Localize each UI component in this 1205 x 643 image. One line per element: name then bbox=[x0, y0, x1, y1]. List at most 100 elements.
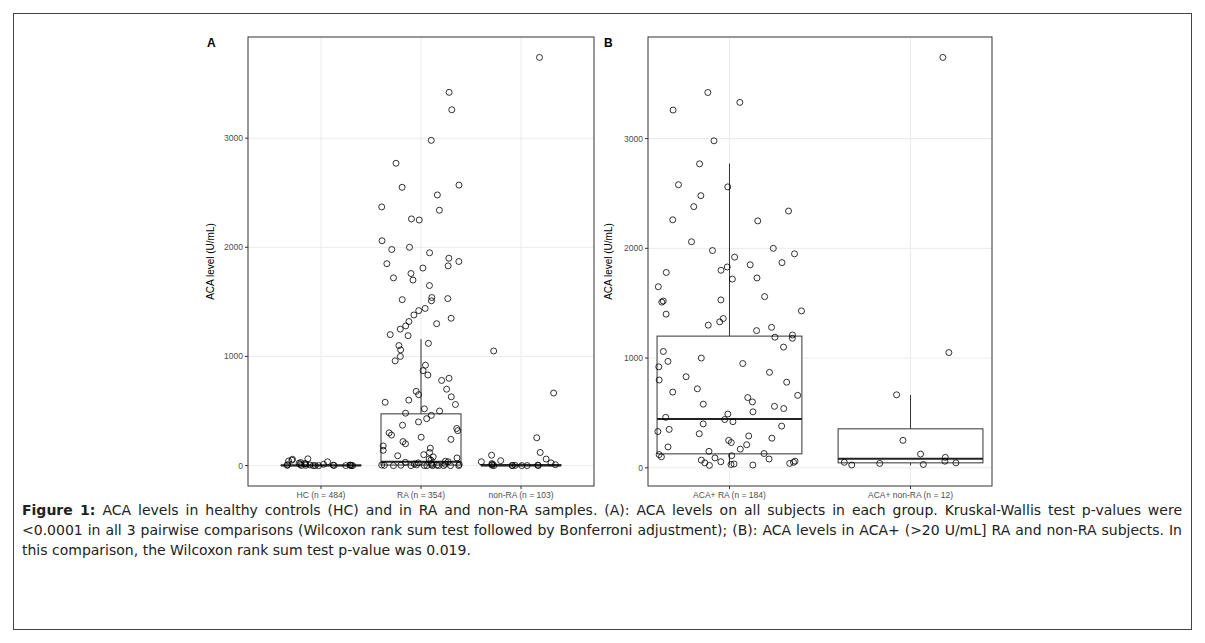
point bbox=[410, 277, 416, 283]
grid-line bbox=[648, 467, 992, 468]
point bbox=[403, 410, 409, 416]
panel-title: A bbox=[207, 36, 216, 50]
point bbox=[728, 440, 734, 446]
point bbox=[946, 350, 952, 356]
point bbox=[425, 340, 431, 346]
median bbox=[838, 458, 983, 460]
median bbox=[657, 418, 802, 420]
point bbox=[656, 364, 662, 370]
point bbox=[552, 462, 558, 468]
point bbox=[434, 192, 440, 198]
point bbox=[330, 462, 336, 468]
point bbox=[436, 207, 442, 213]
point bbox=[381, 462, 387, 468]
point bbox=[754, 328, 760, 334]
point bbox=[421, 452, 427, 458]
point bbox=[535, 462, 541, 468]
point bbox=[728, 461, 734, 467]
point bbox=[402, 441, 408, 447]
point bbox=[445, 296, 451, 302]
point bbox=[406, 319, 412, 325]
point bbox=[779, 423, 785, 429]
point bbox=[389, 432, 395, 438]
point bbox=[700, 401, 706, 407]
point bbox=[665, 358, 671, 364]
point bbox=[747, 262, 753, 268]
point bbox=[656, 377, 662, 383]
axis-title: ACA level (U/mL) bbox=[603, 223, 614, 300]
point bbox=[430, 463, 436, 469]
point bbox=[709, 248, 715, 254]
point bbox=[454, 455, 460, 461]
point bbox=[729, 276, 735, 282]
tick-label: 3000 bbox=[224, 133, 243, 143]
point bbox=[489, 452, 495, 458]
plot-background bbox=[648, 37, 992, 486]
whisker bbox=[910, 395, 911, 429]
point bbox=[537, 449, 543, 455]
point bbox=[658, 454, 664, 460]
point bbox=[694, 386, 700, 392]
grid-line bbox=[521, 37, 522, 486]
point bbox=[789, 335, 795, 341]
point bbox=[446, 375, 452, 381]
point bbox=[448, 315, 454, 321]
point bbox=[737, 446, 743, 452]
point bbox=[446, 89, 452, 95]
point bbox=[670, 107, 676, 113]
point bbox=[398, 462, 404, 468]
tick-label: 2000 bbox=[624, 243, 643, 253]
point bbox=[387, 332, 393, 338]
point bbox=[444, 386, 450, 392]
point bbox=[730, 419, 736, 425]
point bbox=[456, 463, 462, 469]
tick-label: 2000 bbox=[224, 242, 243, 252]
point bbox=[724, 264, 730, 270]
point bbox=[732, 254, 738, 260]
point bbox=[441, 463, 447, 469]
point bbox=[663, 414, 669, 420]
point bbox=[771, 403, 777, 409]
point bbox=[781, 406, 787, 412]
point bbox=[697, 161, 703, 167]
point bbox=[698, 355, 704, 361]
point bbox=[426, 283, 432, 289]
point bbox=[427, 250, 433, 256]
point bbox=[918, 451, 924, 457]
point bbox=[289, 457, 295, 463]
point bbox=[705, 322, 711, 328]
point bbox=[379, 238, 385, 244]
point bbox=[422, 305, 428, 311]
point bbox=[877, 460, 883, 466]
point bbox=[325, 459, 331, 465]
point bbox=[940, 54, 946, 60]
point bbox=[718, 297, 724, 303]
point bbox=[702, 460, 708, 466]
grid-line bbox=[321, 37, 322, 486]
point bbox=[722, 417, 728, 423]
point bbox=[448, 463, 454, 469]
point bbox=[284, 462, 290, 468]
point bbox=[666, 426, 672, 432]
point bbox=[770, 245, 776, 251]
point bbox=[534, 435, 540, 441]
point bbox=[779, 260, 785, 266]
point bbox=[428, 298, 434, 304]
point bbox=[663, 311, 669, 317]
point bbox=[408, 271, 414, 277]
caption-label: Figure 1: bbox=[22, 502, 95, 518]
point bbox=[491, 463, 497, 469]
point bbox=[442, 461, 448, 467]
point bbox=[942, 458, 948, 464]
point bbox=[421, 406, 427, 412]
point bbox=[894, 392, 900, 398]
point bbox=[745, 395, 751, 401]
tick-label: ACA+ RA (n = 184) bbox=[693, 490, 766, 500]
panel: 0100020003000ACA+ RA (n = 184)ACA+ non-R… bbox=[603, 36, 992, 500]
point bbox=[456, 259, 462, 265]
point bbox=[305, 456, 311, 462]
point bbox=[425, 372, 431, 378]
box bbox=[381, 414, 461, 465]
whisker bbox=[729, 454, 730, 466]
point bbox=[395, 453, 401, 459]
